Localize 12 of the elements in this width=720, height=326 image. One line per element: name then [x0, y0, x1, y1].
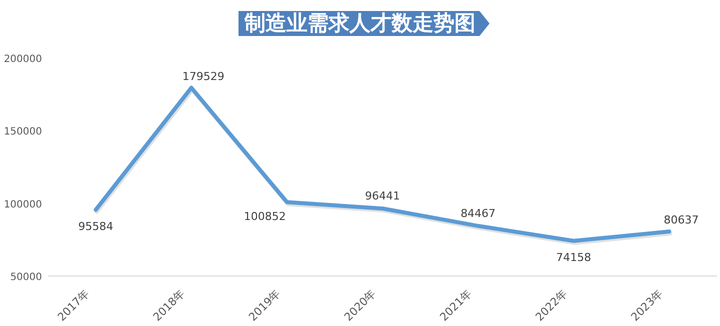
data-label: 96441	[365, 190, 400, 203]
data-label: 95584	[78, 220, 114, 233]
y-tick-label: 50000	[10, 272, 42, 283]
y-tick-label: 150000	[4, 126, 42, 138]
y-tick-label: 100000	[4, 199, 42, 210]
data-label: 100852	[244, 210, 286, 224]
data-label: 80637	[664, 213, 699, 226]
data-label: 74158	[556, 250, 592, 264]
data-label: 84467	[460, 206, 496, 220]
title: 制造业需求人才数走势图	[244, 11, 476, 35]
data-label: 179529	[182, 70, 224, 83]
y-tick-label: 200000	[4, 54, 42, 65]
